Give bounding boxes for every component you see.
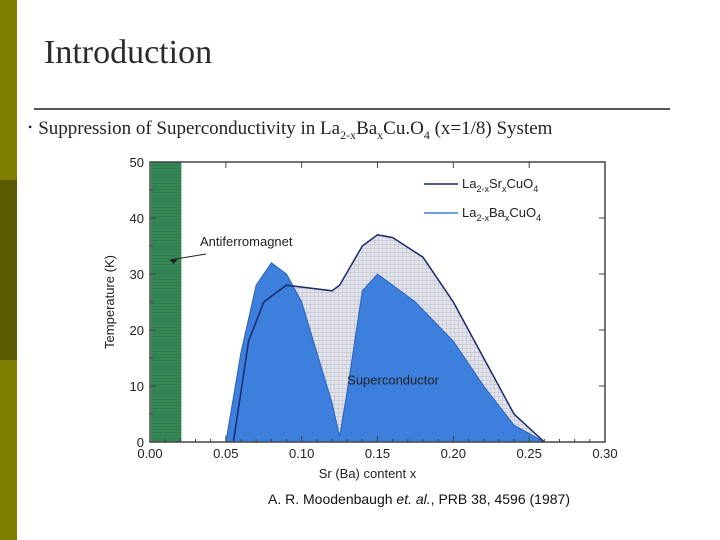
x-tick-label: 0.00 xyxy=(137,446,162,461)
slide-title: Introduction xyxy=(44,34,213,71)
legend-label-sr: La2-xSrxCuO4 xyxy=(462,176,538,194)
x-tick-label: 0.30 xyxy=(592,446,617,461)
x-axis-label: Sr (Ba) content x xyxy=(319,466,417,481)
bullet-sub3: 4 xyxy=(423,127,430,142)
antiferromagnet-arrow xyxy=(169,253,207,261)
legend-text-part: CuO xyxy=(506,176,533,191)
legend-text-part: La xyxy=(462,205,477,220)
legend-text-part: Sr xyxy=(489,176,503,191)
x-tick-label: 0.25 xyxy=(517,446,542,461)
legend-subscript: 4 xyxy=(536,213,541,223)
bullet-text-suffix: (x=1/8) System xyxy=(429,118,553,139)
x-tick-label: 0.05 xyxy=(213,446,238,461)
x-tick-label: 0.20 xyxy=(441,446,466,461)
bullet-item: • Suppression of Superconductivity in La2… xyxy=(28,118,552,143)
y-tick-label: 10 xyxy=(130,379,144,394)
ba-superconducting-area xyxy=(225,262,547,443)
legend-subscript: x xyxy=(505,213,510,223)
citation-authors: A. R. Moodenbaugh xyxy=(268,491,397,507)
left-bar-dark-mid xyxy=(0,180,17,360)
bullet-sub2: x xyxy=(377,127,384,142)
superconductor-label: Superconductor xyxy=(347,372,439,387)
y-tick-label: 30 xyxy=(130,267,144,282)
y-axis-label: Temperature (K) xyxy=(102,255,117,349)
antiferromagnet-label: Antiferromagnet xyxy=(200,234,293,249)
legend-label-ba: La2-xBaxCuO4 xyxy=(462,205,541,223)
legend-subscript: 2-x xyxy=(476,213,489,223)
title-divider xyxy=(34,108,670,110)
left-bar-olive-bottom xyxy=(0,360,17,540)
left-bar-olive-top xyxy=(0,0,17,180)
legend-text-part: La xyxy=(462,176,477,191)
antiferromagnet-arrowhead xyxy=(169,259,178,264)
legend-subscript: x xyxy=(502,184,507,194)
legend-subscript: 4 xyxy=(533,184,538,194)
legend-subscript: 2-x xyxy=(476,184,489,194)
y-tick-label: 0 xyxy=(137,435,144,450)
phase-diagram-chart: 0.00 0.05 0.10 0.15 0.20 0.25 0.30 0 10 20 30 40 50 S… xyxy=(102,156,618,481)
bullet-text-ba: Ba xyxy=(356,118,378,139)
y-tick-label: 40 xyxy=(130,211,144,226)
x-tick-label: 0.15 xyxy=(365,446,390,461)
legend-text-part: Ba xyxy=(489,205,506,220)
bullet-text-cuo: Cu.O xyxy=(383,118,424,139)
citation-ref: , PRB 38, 4596 (1987) xyxy=(430,491,570,507)
legend-text-part: CuO xyxy=(509,205,536,220)
bullet-dot: • xyxy=(28,120,33,134)
y-tick-label: 50 xyxy=(130,156,144,170)
citation: A. R. Moodenbaugh et. al., PRB 38, 4596 … xyxy=(268,491,570,507)
bullet-sub1: 2-x xyxy=(340,127,357,142)
sr-boundary-line xyxy=(232,234,545,443)
citation-etal: et. al. xyxy=(396,491,431,507)
x-tick-label: 0.10 xyxy=(289,446,314,461)
bullet-text-prefix: Suppression of Superconductivity in La xyxy=(38,118,341,139)
y-tick-label: 20 xyxy=(130,323,144,338)
